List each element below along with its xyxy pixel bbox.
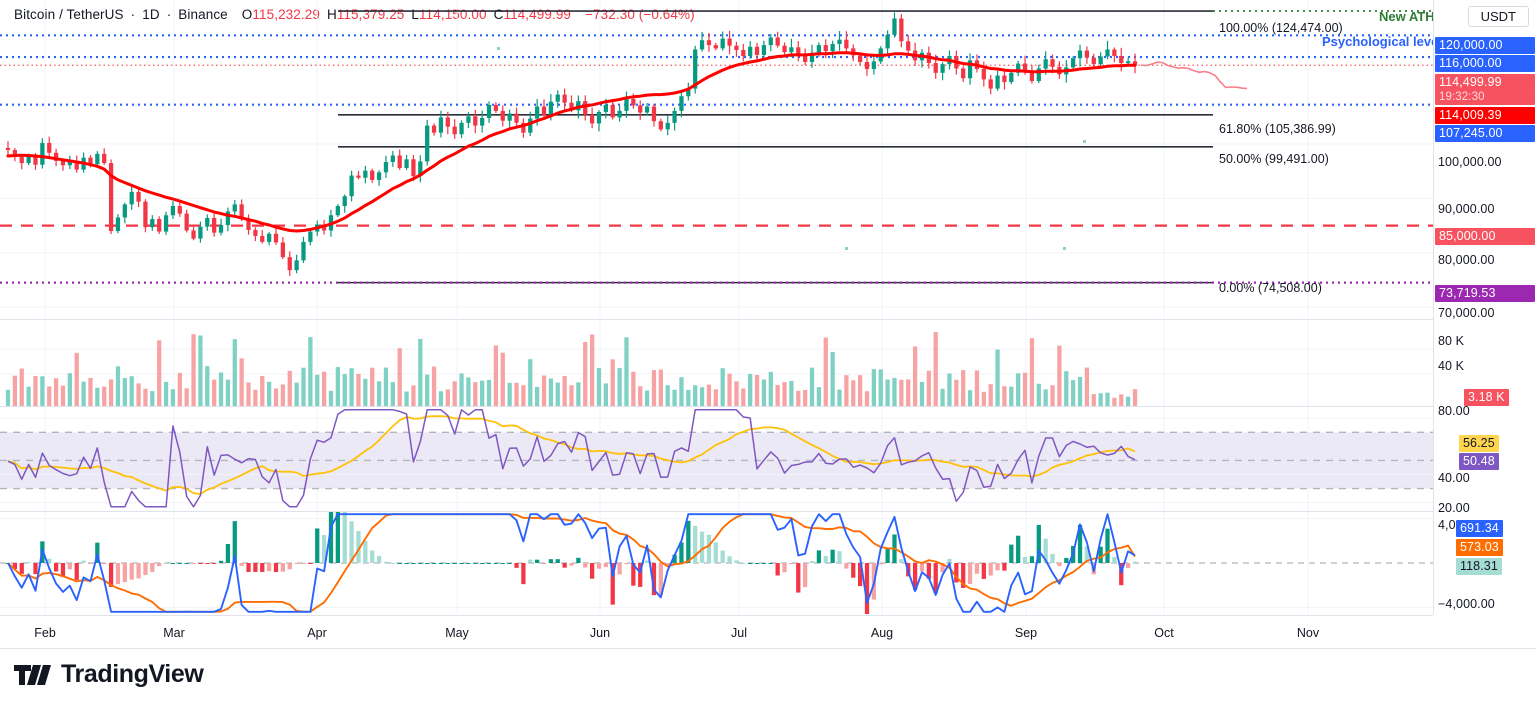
time-label-feb: Feb	[34, 626, 56, 640]
price-tick-3: 70,000.00	[1438, 306, 1495, 320]
time-label-nov: Nov	[1296, 626, 1320, 640]
rsi-tick-80: 80.00	[1438, 404, 1470, 418]
rsi-pane[interactable]	[0, 407, 1433, 511]
legend-open-key: O	[241, 7, 253, 22]
price-badge-73719[interactable]: 73,719.53	[1435, 285, 1535, 302]
currency-selector[interactable]: USDT	[1467, 6, 1529, 27]
price-badge-85000[interactable]: 85,000.00	[1435, 228, 1535, 245]
macd-badge-macd[interactable]: 691.34	[1456, 520, 1503, 537]
tradingview-logo[interactable]: TradingView	[14, 660, 204, 689]
volume-pane[interactable]	[0, 320, 1433, 406]
time-label-aug: Aug	[870, 626, 894, 640]
price-pane[interactable]	[0, 0, 1433, 318]
time-label-sep: Sep	[1014, 626, 1038, 640]
annotation-psychological-level: Psychological level	[1322, 34, 1442, 49]
price-tick-2: 80,000.00	[1438, 253, 1495, 267]
price-axis[interactable]: 100,000.00 90,000.00 80,000.00 70,000.00…	[1433, 0, 1536, 614]
legend-symbol[interactable]: Bitcoin / TetherUS	[14, 7, 124, 22]
time-label-mar: Mar	[163, 626, 185, 640]
price-badge-114009[interactable]: 114,009.39	[1435, 107, 1535, 124]
macd-badge-histogram[interactable]: 118.31	[1456, 558, 1502, 575]
time-label-may: May	[445, 626, 469, 640]
time-axis[interactable]: Feb Mar Apr May Jun Jul Aug Sep Oct Nov	[0, 615, 1433, 649]
fib-label-0: 0.00% (74,508.00)	[1219, 281, 1322, 295]
time-label-oct: Oct	[1154, 626, 1174, 640]
rsi-badge-ma[interactable]: 56.25	[1459, 435, 1499, 452]
legend-sep-1: ·	[130, 7, 136, 22]
volume-tick-0: 80 K	[1438, 334, 1465, 348]
legend-interval[interactable]: 1D	[142, 7, 160, 22]
price-tick-1: 90,000.00	[1438, 202, 1495, 216]
macd-pane[interactable]	[0, 512, 1433, 614]
annotation-new-ath: New ATH	[1379, 9, 1435, 24]
price-badge-107245[interactable]: 107,245.00	[1435, 125, 1535, 142]
legend-exchange[interactable]: Binance	[178, 7, 228, 22]
legend-low-key: L	[411, 7, 420, 22]
time-label-jun: Jun	[589, 626, 611, 640]
fib-label-50: 50.00% (99,491.00)	[1219, 152, 1329, 166]
price-badge-116000[interactable]: 116,000.00	[1435, 55, 1535, 72]
macd-tick-neg: −4,000.00	[1438, 597, 1495, 611]
price-badge-120000[interactable]: 120,000.00	[1435, 37, 1535, 54]
legend-sep-2: ·	[166, 7, 172, 22]
fib-label-618: 61.80% (105,386.99)	[1219, 122, 1336, 136]
time-label-apr: Apr	[307, 626, 327, 640]
rsi-tick-40: 40.00	[1438, 471, 1470, 485]
price-badge-countdown: 19:32:30	[1435, 90, 1535, 105]
rsi-badge-value[interactable]: 50.48	[1459, 453, 1499, 470]
volume-tick-1: 40 K	[1438, 359, 1465, 373]
pane-divider-volume	[0, 319, 1536, 320]
price-tick-0: 100,000.00	[1438, 155, 1502, 169]
legend-high-key: H	[326, 7, 337, 22]
pane-divider-rsi	[0, 406, 1536, 407]
time-label-jul: Jul	[731, 626, 747, 640]
price-badge-close[interactable]: 114,499.99	[1435, 74, 1535, 91]
fib-label-100: 100.00% (124,474.00)	[1219, 21, 1343, 35]
axis-bottom-border	[0, 648, 1536, 649]
legend-close-key: C	[493, 7, 504, 22]
volume-badge-last[interactable]: 3.18 K	[1464, 389, 1509, 406]
pane-divider-macd	[0, 511, 1536, 512]
macd-badge-signal[interactable]: 573.03	[1456, 539, 1503, 556]
rsi-tick-20: 20.00	[1438, 501, 1470, 515]
tradingview-mark-icon	[14, 664, 51, 685]
tradingview-wordmark: TradingView	[61, 660, 204, 688]
legend-open-value: 115,232.29	[252, 7, 320, 22]
